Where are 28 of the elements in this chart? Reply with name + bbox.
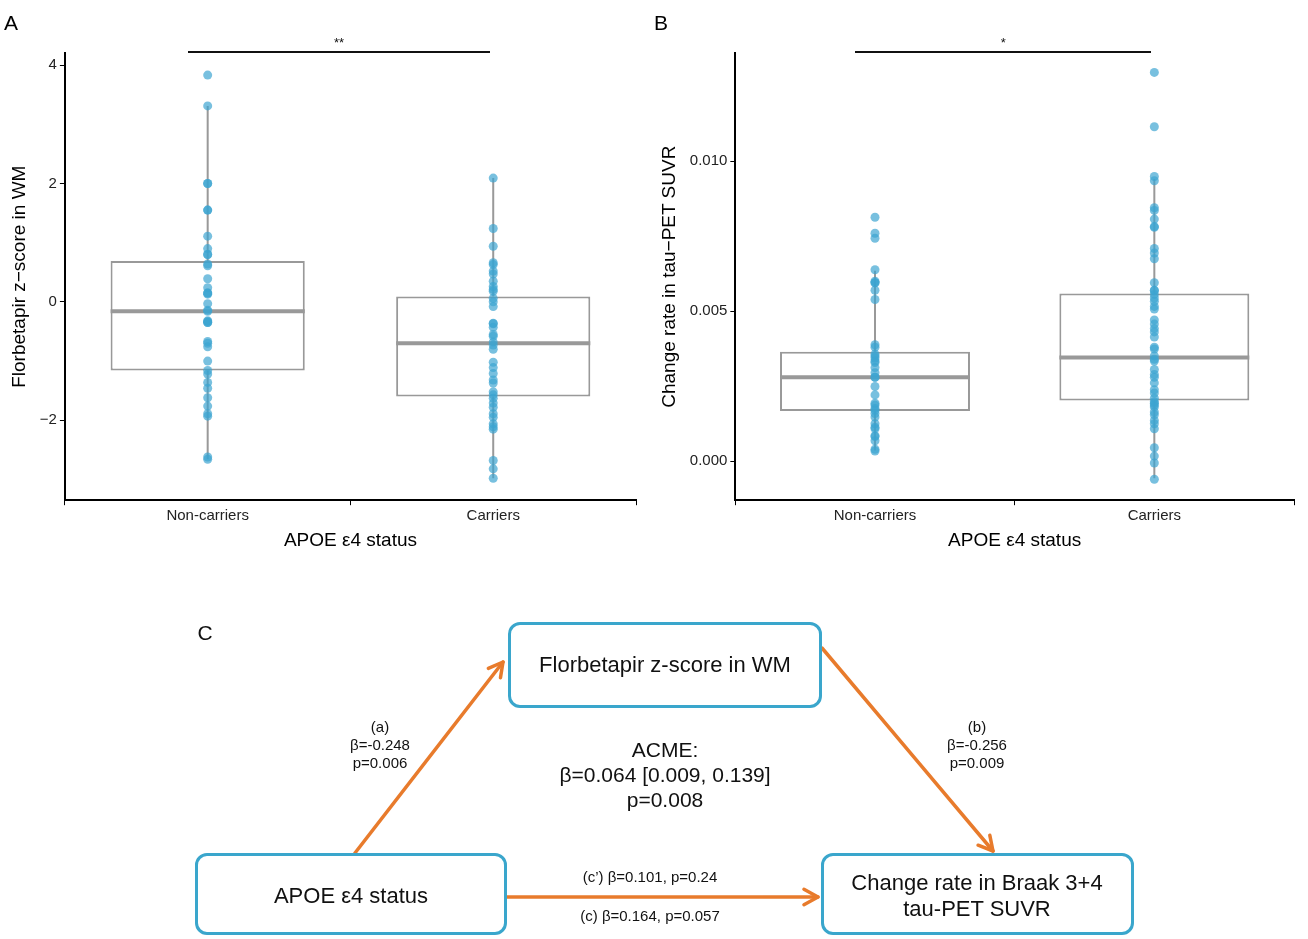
y-tick-label: 0.010 [689,151,728,169]
x-axis-title: APOE ε4 status [948,528,1082,550]
text: Florbetapir z-score in WM [539,651,791,679]
text: (b) β=-0.256 p=0.009 [947,718,1007,772]
text: (a) β=-0.248 p=0.006 [350,718,410,772]
x-tick-label: Non-carriers [166,506,249,524]
y-tick-label: 0.005 [689,301,728,319]
text: (c’) β=0.101, p=0.24 [582,868,718,886]
text: APOE ε4 status [273,882,429,910]
y-tick-label: −2 [39,410,57,428]
text: ACME: β=0.064 [0.009, 0.139] p=0.008 [559,737,771,813]
text: ** [333,35,344,51]
text: * [1000,35,1006,51]
y-tick-label: 0.000 [689,451,728,469]
y-tick-label: 0 [48,292,57,309]
x-tick-label: Non-carriers [833,506,917,524]
y-tick-label: 2 [48,173,57,191]
chart-title: B [654,11,669,35]
text: C [197,620,213,646]
x-tick-label: Carriers [1127,506,1182,524]
text: Change rate in Braak 3+4 tau-PET SUVR [851,869,1103,923]
y-tick-label: 4 [48,55,57,73]
chart-title: A [4,11,19,35]
y-axis-title: Change rate in tau−PET SUVR [657,145,679,408]
y-axis-title: Florbetapir z−score in WM [7,165,29,388]
x-tick-label: Carriers [466,506,520,524]
x-axis-title: APOE ε4 status [283,528,417,550]
text: (c) β=0.164, p=0.057 [580,907,720,925]
